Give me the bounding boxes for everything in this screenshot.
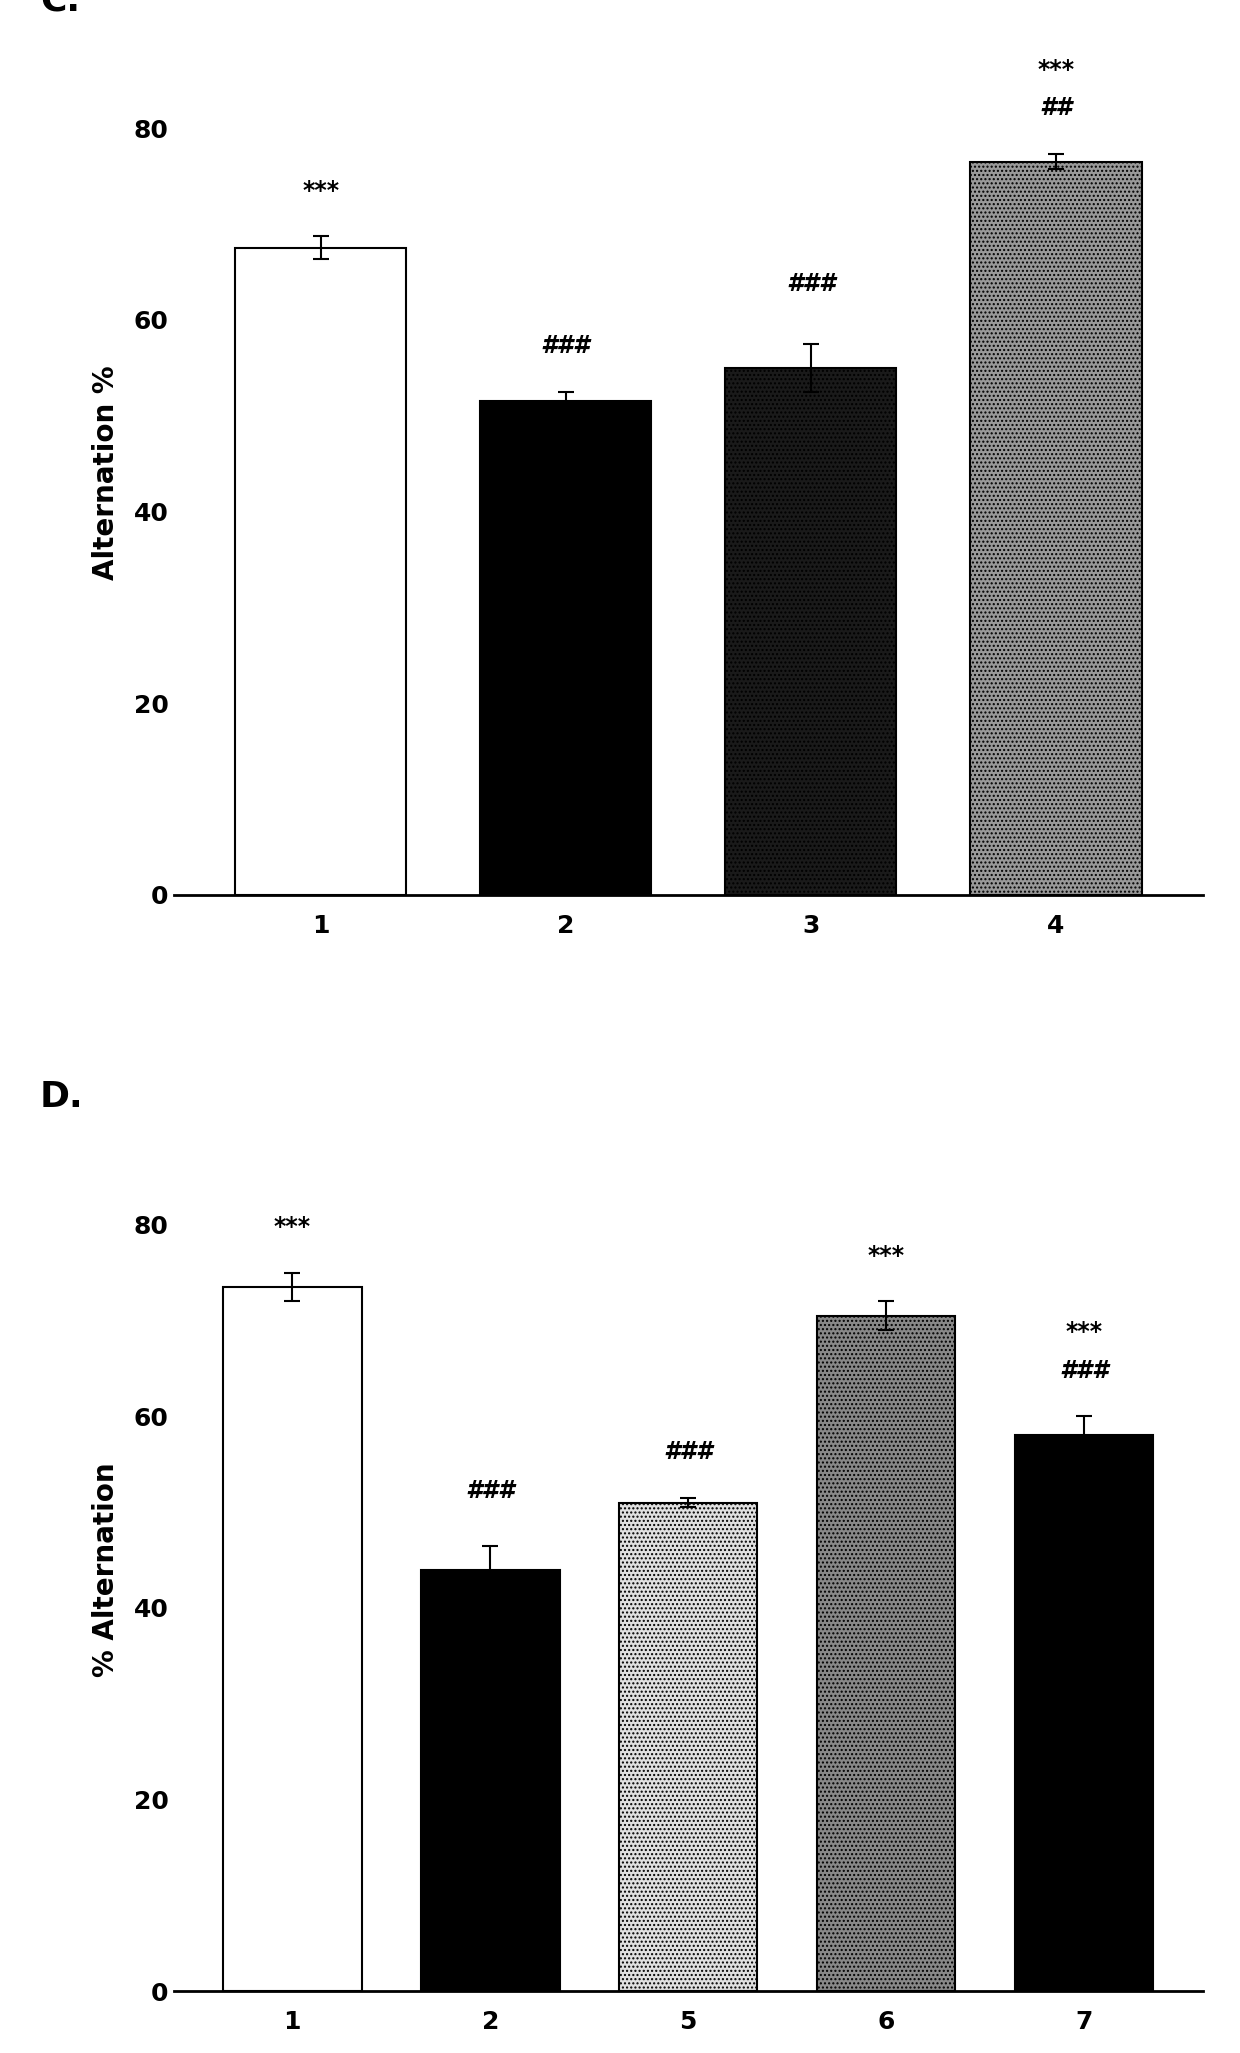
Bar	[619, 1503, 758, 1991]
Text: ***: ***	[1065, 1320, 1102, 1345]
Bar	[480, 400, 651, 895]
Text: ###: ###	[1059, 1359, 1109, 1384]
Bar	[725, 367, 897, 895]
Y-axis label: Alternation %: Alternation %	[92, 365, 120, 581]
Text: ##: ##	[1039, 96, 1073, 121]
Text: ###: ###	[465, 1478, 515, 1503]
Text: D.: D.	[40, 1080, 83, 1115]
Bar	[422, 1571, 559, 1991]
Text: C.: C.	[40, 0, 79, 18]
Bar	[223, 1287, 362, 1991]
Bar	[1014, 1435, 1153, 1991]
Text: ***: ***	[868, 1244, 905, 1267]
Bar	[817, 1316, 955, 1991]
Text: ***: ***	[1037, 57, 1074, 82]
Y-axis label: % Alternation: % Alternation	[92, 1462, 120, 1677]
Text: ***: ***	[303, 179, 340, 203]
Text: ###: ###	[541, 335, 590, 357]
Text: ***: ***	[274, 1215, 311, 1238]
Bar	[234, 248, 407, 895]
Bar	[970, 162, 1142, 895]
Text: ###: ###	[786, 271, 836, 296]
Text: ###: ###	[663, 1441, 713, 1464]
